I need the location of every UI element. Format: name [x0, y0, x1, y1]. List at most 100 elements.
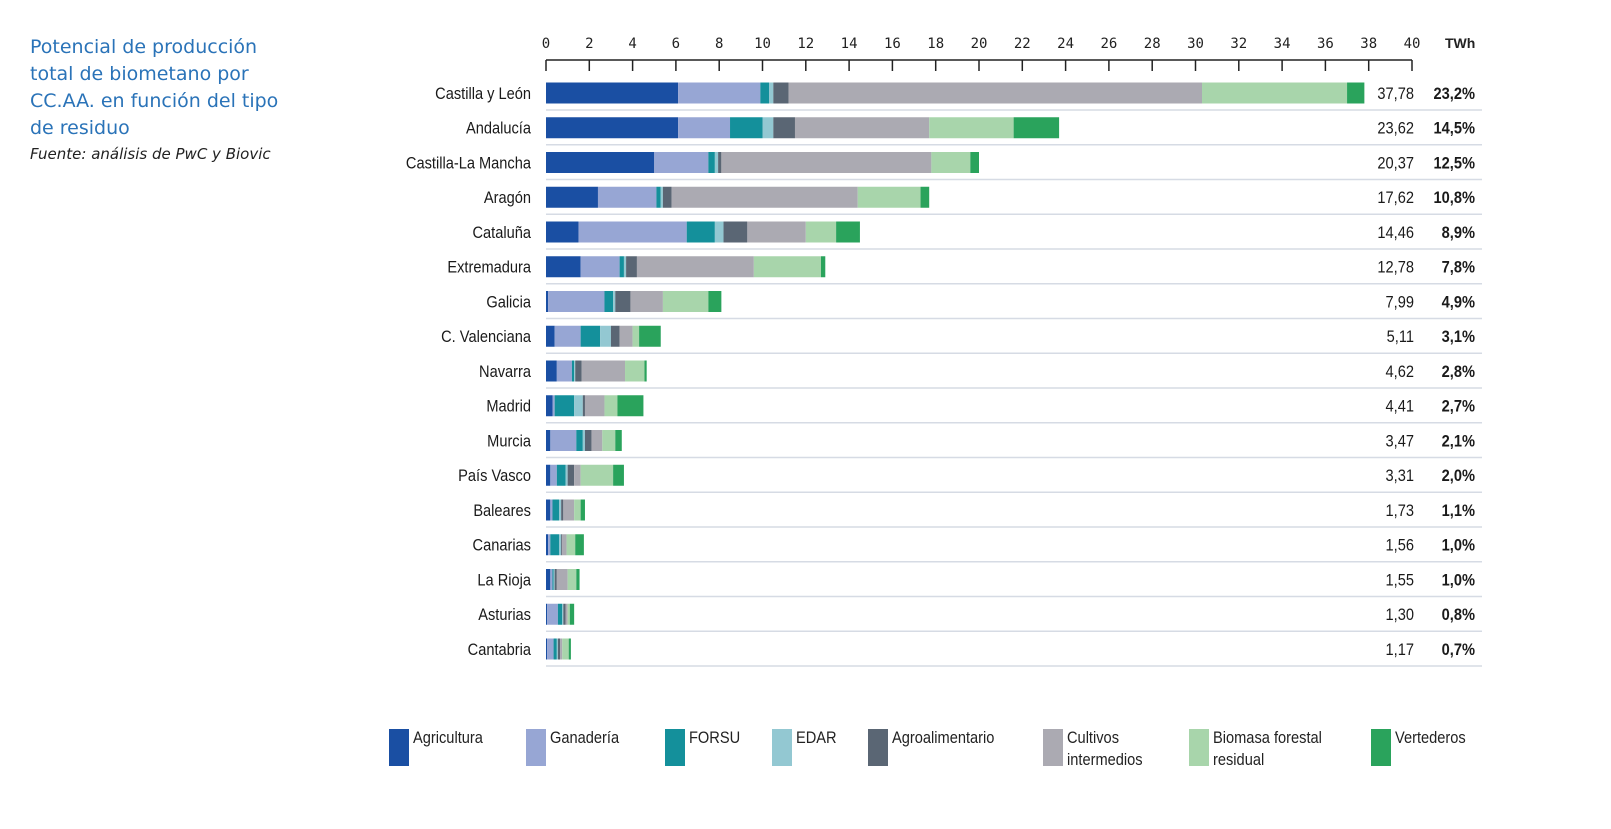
bar-segment: [556, 464, 566, 486]
bar-segment: [546, 395, 553, 417]
bar-segment: [597, 186, 657, 208]
x-tick-label: 14: [841, 36, 858, 52]
bar-segment: [568, 638, 571, 660]
bar-segment: [613, 464, 624, 486]
bar-segment: [760, 82, 769, 104]
bar-segment: [562, 603, 564, 625]
x-tick-label: 12: [797, 36, 814, 52]
bar-segment: [550, 534, 559, 556]
x-tick-label: 16: [884, 36, 901, 52]
bar-segment: [773, 82, 789, 104]
chart-title-line: total de biometano por: [30, 63, 249, 85]
total-value-label: 1,73: [1386, 502, 1415, 520]
bar-segment: [1347, 82, 1365, 104]
category-label: Baleares: [473, 502, 531, 520]
bar-segment: [600, 325, 611, 347]
total-value-label: 17,62: [1377, 189, 1414, 207]
bar-segment: [660, 186, 663, 208]
bar-segment: [625, 360, 645, 382]
x-tick-label: 2: [585, 36, 593, 52]
category-label: Galicia: [486, 294, 531, 312]
chart-title-line: CC.AA. en función del tipo: [30, 90, 279, 112]
share-percent-label: 1,0%: [1442, 572, 1475, 590]
legend-swatch: [1371, 729, 1391, 766]
legend-label: Ganadería: [550, 727, 619, 749]
category-label: Aragón: [484, 189, 531, 207]
bar-segment: [552, 395, 555, 417]
share-percent-label: 8,9%: [1442, 224, 1475, 242]
bar-segment: [554, 569, 557, 590]
bar-segment: [619, 256, 624, 278]
bar-segment: [619, 325, 633, 347]
legend-swatch: [389, 729, 409, 766]
x-tick-label: 0: [542, 36, 550, 52]
bar-segment: [626, 256, 637, 278]
category-label: Extremadura: [447, 259, 531, 277]
bar-segment: [567, 569, 577, 590]
x-tick-label: 8: [715, 36, 723, 52]
bar-segment: [548, 534, 551, 556]
share-percent-label: 1,0%: [1442, 537, 1475, 555]
bar-segment: [580, 464, 614, 486]
total-value-label: 4,41: [1386, 398, 1415, 416]
bar-segment: [562, 534, 567, 556]
bar-segment: [794, 117, 930, 139]
total-value-label: 12,78: [1377, 259, 1414, 277]
bar-segment: [553, 638, 557, 660]
bar-segment: [576, 430, 583, 451]
category-label: La Rioja: [477, 572, 531, 590]
chart-legend: Agricultura Ganadería FORSU EDAR Agroaliment…: [389, 727, 1600, 797]
share-percent-label: 10,8%: [1434, 189, 1475, 207]
chart-source: Fuente: análisis de PwC y Biovic: [30, 145, 271, 163]
total-value-label: 37,78: [1377, 85, 1414, 103]
bar-segment: [548, 291, 605, 312]
bar-segment: [591, 430, 603, 451]
legend-label-line: residual: [1213, 750, 1265, 769]
bar-segment: [602, 430, 616, 451]
bar-segment: [630, 291, 663, 312]
chart-title: Potencial de producción total de biometa…: [30, 34, 360, 142]
bar-segment: [662, 291, 709, 312]
category-label: Castilla-La Mancha: [406, 155, 531, 173]
category-label: Murcia: [487, 433, 531, 451]
bar-segment: [561, 534, 563, 556]
legend-label: Vertederos: [1395, 727, 1466, 749]
bar-segment: [580, 325, 601, 347]
bar-segment: [574, 395, 583, 417]
category-label: C. Valenciana: [441, 328, 531, 346]
bar-segment: [613, 291, 616, 312]
bar-segment: [584, 430, 592, 451]
bar-segment: [560, 638, 563, 660]
bar-segment: [569, 603, 575, 625]
x-tick-label: 38: [1360, 36, 1377, 52]
bar-segment: [550, 569, 553, 590]
legend-label: FORSU: [689, 727, 740, 749]
share-percent-label: 14,5%: [1434, 120, 1475, 138]
bar-segment: [581, 360, 626, 382]
total-value-label: 4,62: [1386, 363, 1415, 381]
legend-swatch: [526, 729, 546, 766]
legend-label-line: EDAR: [796, 728, 837, 747]
bar-segment: [662, 186, 672, 208]
share-percent-label: 23,2%: [1434, 85, 1475, 103]
bar-segment: [805, 221, 837, 243]
bar-segment: [558, 499, 562, 521]
share-percent-label: 2,7%: [1442, 398, 1475, 416]
share-percent-label: 0,7%: [1442, 641, 1475, 659]
bar-segment: [546, 430, 551, 451]
bar-segment: [553, 569, 555, 590]
bar-segment: [656, 186, 661, 208]
share-percent-label: 3,1%: [1442, 328, 1475, 346]
bar-segment: [546, 569, 551, 590]
bar-segment: [714, 152, 719, 173]
total-value-label: 3,47: [1386, 433, 1415, 451]
bar-segment: [562, 638, 569, 660]
bar-segment: [556, 638, 558, 660]
category-label: Cantabria: [468, 641, 532, 659]
bar-segment: [632, 325, 640, 347]
bar-segment: [718, 152, 722, 173]
bar-segment: [546, 638, 548, 660]
stacked-bar-chart: 0 2 4 6 8 10 12 14 16 18 20 22 24 26 28 30 32 34 36 38 40 TWh…: [406, 35, 1482, 667]
legend-label-line: Ganadería: [550, 728, 620, 747]
bar-segment: [571, 360, 575, 382]
